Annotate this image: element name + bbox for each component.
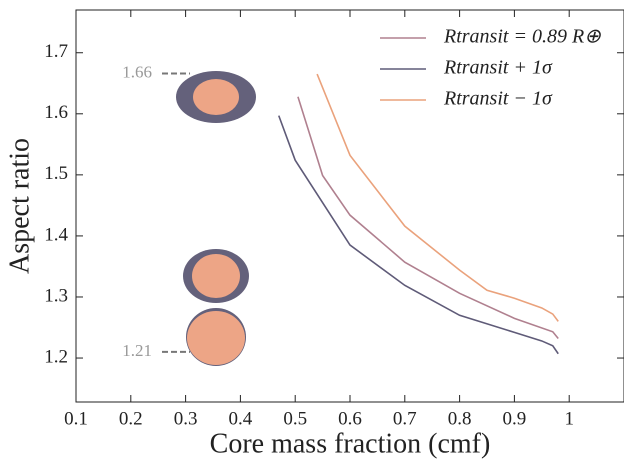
x-axis-label: Core mass fraction (cmf) <box>210 428 491 459</box>
y-tick-label: 1.2 <box>44 346 68 367</box>
x-tick-label: 0.5 <box>283 408 307 429</box>
x-tick-label: 0.4 <box>229 408 253 429</box>
shapes <box>176 71 256 366</box>
annotation: 1.66 <box>122 62 152 81</box>
annotation: 1.21 <box>122 341 152 360</box>
x-tick-label: 0.9 <box>503 408 527 429</box>
legend-label: Rtransit + 1σ <box>443 57 553 79</box>
x-tick-label: 0.6 <box>338 408 362 429</box>
x-tick-label: 0.1 <box>64 408 88 429</box>
x-tick-label: 0.3 <box>174 408 198 429</box>
x-tick-label: 0.7 <box>393 408 417 429</box>
x-tick-label: 0.2 <box>119 408 143 429</box>
x-tick-label: 0.8 <box>448 408 472 429</box>
y-tick-label: 1.7 <box>44 41 68 62</box>
planet-core <box>193 79 239 115</box>
planet-core <box>192 254 240 298</box>
legend-label: Rtransit − 1σ <box>443 88 553 110</box>
planet-core <box>187 311 245 365</box>
legend-label: Rtransit = 0.89 R⊕ <box>443 26 601 48</box>
series-line <box>297 96 559 340</box>
y-tick-label: 1.5 <box>44 163 68 184</box>
series-line <box>316 73 559 322</box>
y-axis-label: Aspect ratio <box>4 138 35 274</box>
series-line <box>278 115 559 355</box>
y-tick-label: 1.4 <box>44 224 68 245</box>
x-tick-label: 1 <box>564 408 574 429</box>
y-tick-label: 1.3 <box>44 285 68 306</box>
y-tick-label: 1.6 <box>44 102 68 123</box>
